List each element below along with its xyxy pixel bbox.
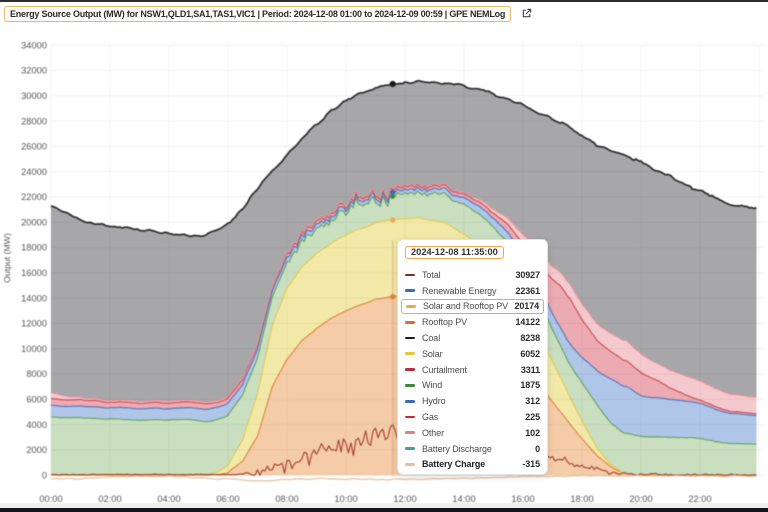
svg-text:2000: 2000	[26, 445, 47, 455]
svg-text:18:00: 18:00	[570, 494, 593, 504]
svg-text:04:00: 04:00	[157, 494, 180, 504]
svg-text:30000: 30000	[21, 91, 47, 101]
svg-text:20000: 20000	[21, 217, 47, 227]
svg-text:32000: 32000	[21, 66, 47, 76]
svg-text:8000: 8000	[26, 369, 47, 379]
svg-text:Output (MW): Output (MW)	[2, 233, 12, 283]
svg-text:6000: 6000	[26, 395, 47, 405]
svg-text:24000: 24000	[21, 167, 47, 177]
svg-text:00:00: 00:00	[39, 494, 62, 504]
svg-text:12000: 12000	[21, 319, 47, 329]
svg-text:10000: 10000	[21, 344, 47, 354]
svg-text:0: 0	[42, 470, 47, 480]
svg-text:14000: 14000	[21, 293, 47, 303]
svg-text:26000: 26000	[21, 142, 47, 152]
svg-text:4000: 4000	[26, 420, 47, 430]
svg-text:18000: 18000	[21, 243, 47, 253]
svg-text:14:00: 14:00	[452, 494, 475, 504]
svg-text:22000: 22000	[21, 192, 47, 202]
svg-text:20:00: 20:00	[629, 494, 652, 504]
svg-text:16000: 16000	[21, 268, 47, 278]
svg-text:22:00: 22:00	[688, 494, 711, 504]
svg-text:02:00: 02:00	[98, 494, 121, 504]
svg-text:06:00: 06:00	[216, 494, 239, 504]
svg-text:34000: 34000	[21, 40, 47, 50]
svg-text:12:00: 12:00	[393, 494, 416, 504]
svg-text:28000: 28000	[21, 116, 47, 126]
svg-text:08:00: 08:00	[275, 494, 298, 504]
svg-text:10:00: 10:00	[334, 494, 357, 504]
svg-text:16:00: 16:00	[511, 494, 534, 504]
